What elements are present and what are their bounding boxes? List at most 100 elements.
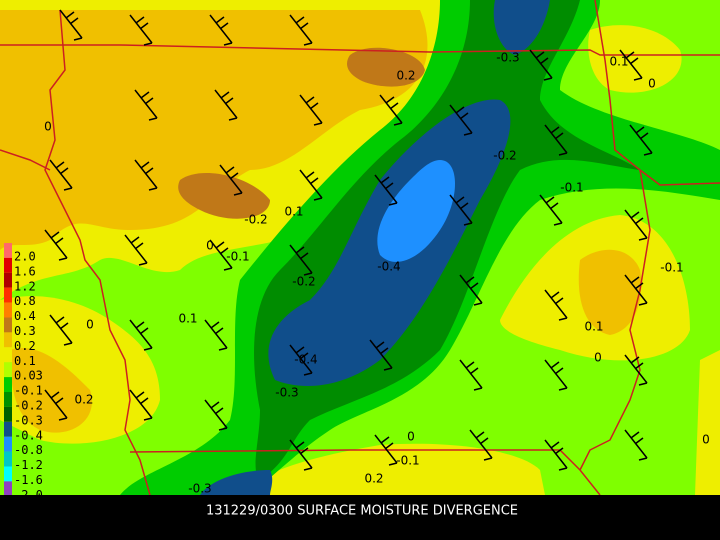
wind-barb [544, 124, 568, 156]
legend-label: 0.1 [14, 354, 36, 368]
yellow-region [240, 443, 545, 495]
contour-label: 0.1 [178, 312, 197, 326]
orange-region [0, 10, 428, 250]
wind-barb [289, 344, 313, 376]
legend-swatch [4, 287, 12, 303]
legend-label: -1.6 [14, 473, 43, 487]
contour-label: 0.1 [584, 320, 603, 334]
contour-label: 0.1 [284, 205, 303, 219]
wind-barb [289, 439, 313, 471]
wind-barb [124, 234, 148, 266]
legend-swatch [4, 243, 12, 258]
contour-label: -0.2 [244, 213, 267, 227]
legend-label: 2.0 [14, 250, 36, 264]
contour-label: 0.2 [364, 472, 383, 486]
legend-label: -0.3 [14, 413, 43, 427]
contour-label: 0.2 [396, 69, 415, 83]
legend-label: -0.8 [14, 443, 43, 457]
legend-label: 1.6 [14, 264, 36, 278]
caption-bar [0, 495, 720, 540]
wind-barb [539, 194, 563, 226]
contour-label: -0.3 [496, 51, 519, 65]
wind-barb [369, 339, 393, 371]
contour-label: -0.4 [294, 353, 317, 367]
wind-barb [129, 319, 153, 351]
wind-barb [624, 274, 648, 306]
wind-barb [134, 89, 158, 121]
brown-region [178, 172, 270, 219]
legend-label: -0.1 [14, 384, 43, 398]
legend-swatch [4, 406, 12, 422]
wind-barb [49, 159, 73, 191]
wind-barb [129, 389, 153, 421]
contour-label: -0.1 [660, 261, 683, 275]
wind-barb [624, 209, 648, 241]
state-border [0, 44, 720, 56]
legend-label: 0.03 [14, 369, 43, 383]
legend-label: -0.2 [14, 399, 43, 413]
wind-barb [129, 14, 153, 46]
blue-region [200, 470, 273, 495]
state-border [579, 169, 651, 471]
wind-barb [289, 244, 313, 276]
yellow-region [695, 350, 720, 495]
wind-barb [44, 229, 68, 261]
wind-barb [544, 359, 568, 391]
wind-barbs [44, 9, 653, 471]
wind-barb [459, 274, 483, 306]
contour-label: 0 [86, 318, 94, 332]
wind-barb [449, 104, 473, 136]
wind-barb [299, 169, 323, 201]
wind-barb [289, 14, 313, 46]
legend-swatch [4, 451, 12, 467]
contour-label: -0.2 [493, 149, 516, 163]
wind-barb [624, 429, 648, 461]
wind-barb [209, 14, 233, 46]
state-border [0, 149, 51, 171]
wind-barb [59, 9, 83, 41]
contour-label: 0.1 [609, 55, 628, 69]
light-blue-region [377, 160, 455, 262]
wind-barb [544, 439, 568, 471]
state-border [44, 9, 151, 496]
wind-barb [469, 429, 493, 461]
wind-barb [619, 49, 643, 81]
contour-label: 0 [206, 239, 214, 253]
wind-barb [204, 319, 228, 351]
wind-barb [374, 434, 398, 466]
legend-swatch [4, 466, 12, 482]
legend-swatch [4, 257, 12, 273]
legend-swatch [4, 421, 12, 437]
legend-swatch [4, 272, 12, 288]
legend-label: 0.4 [14, 309, 36, 323]
wind-barb [299, 94, 323, 126]
wind-barb [49, 314, 73, 346]
wind-barb [544, 289, 568, 321]
wind-barb [529, 49, 553, 81]
legend-swatch [4, 317, 12, 333]
wind-barb [44, 389, 68, 421]
wind-barb [204, 399, 228, 431]
contour-label: -0.3 [275, 386, 298, 400]
legend-swatch [4, 436, 12, 452]
wind-barb [459, 359, 483, 391]
wind-barb [629, 124, 653, 156]
contour-label: -0.1 [396, 454, 419, 468]
legend-label: -1.2 [14, 458, 43, 472]
legend-label: 0.2 [14, 339, 36, 353]
legend-swatch [4, 392, 12, 407]
yellow-region [588, 25, 682, 93]
contour-label: -0.3 [188, 482, 211, 496]
contour-label: 0.2 [74, 393, 93, 407]
contour-label: -0.1 [226, 250, 249, 264]
orange-region [10, 348, 92, 433]
contour-label: 0 [702, 433, 710, 447]
legend: 2.01.61.20.80.40.30.20.10.03-0.1-0.2-0.3… [4, 243, 43, 502]
blue-region [493, 0, 550, 55]
state-border [594, 0, 720, 186]
wind-barb [219, 164, 243, 196]
legend-swatch [4, 347, 12, 363]
legend-swatch [4, 481, 12, 497]
wind-barb [374, 174, 398, 206]
